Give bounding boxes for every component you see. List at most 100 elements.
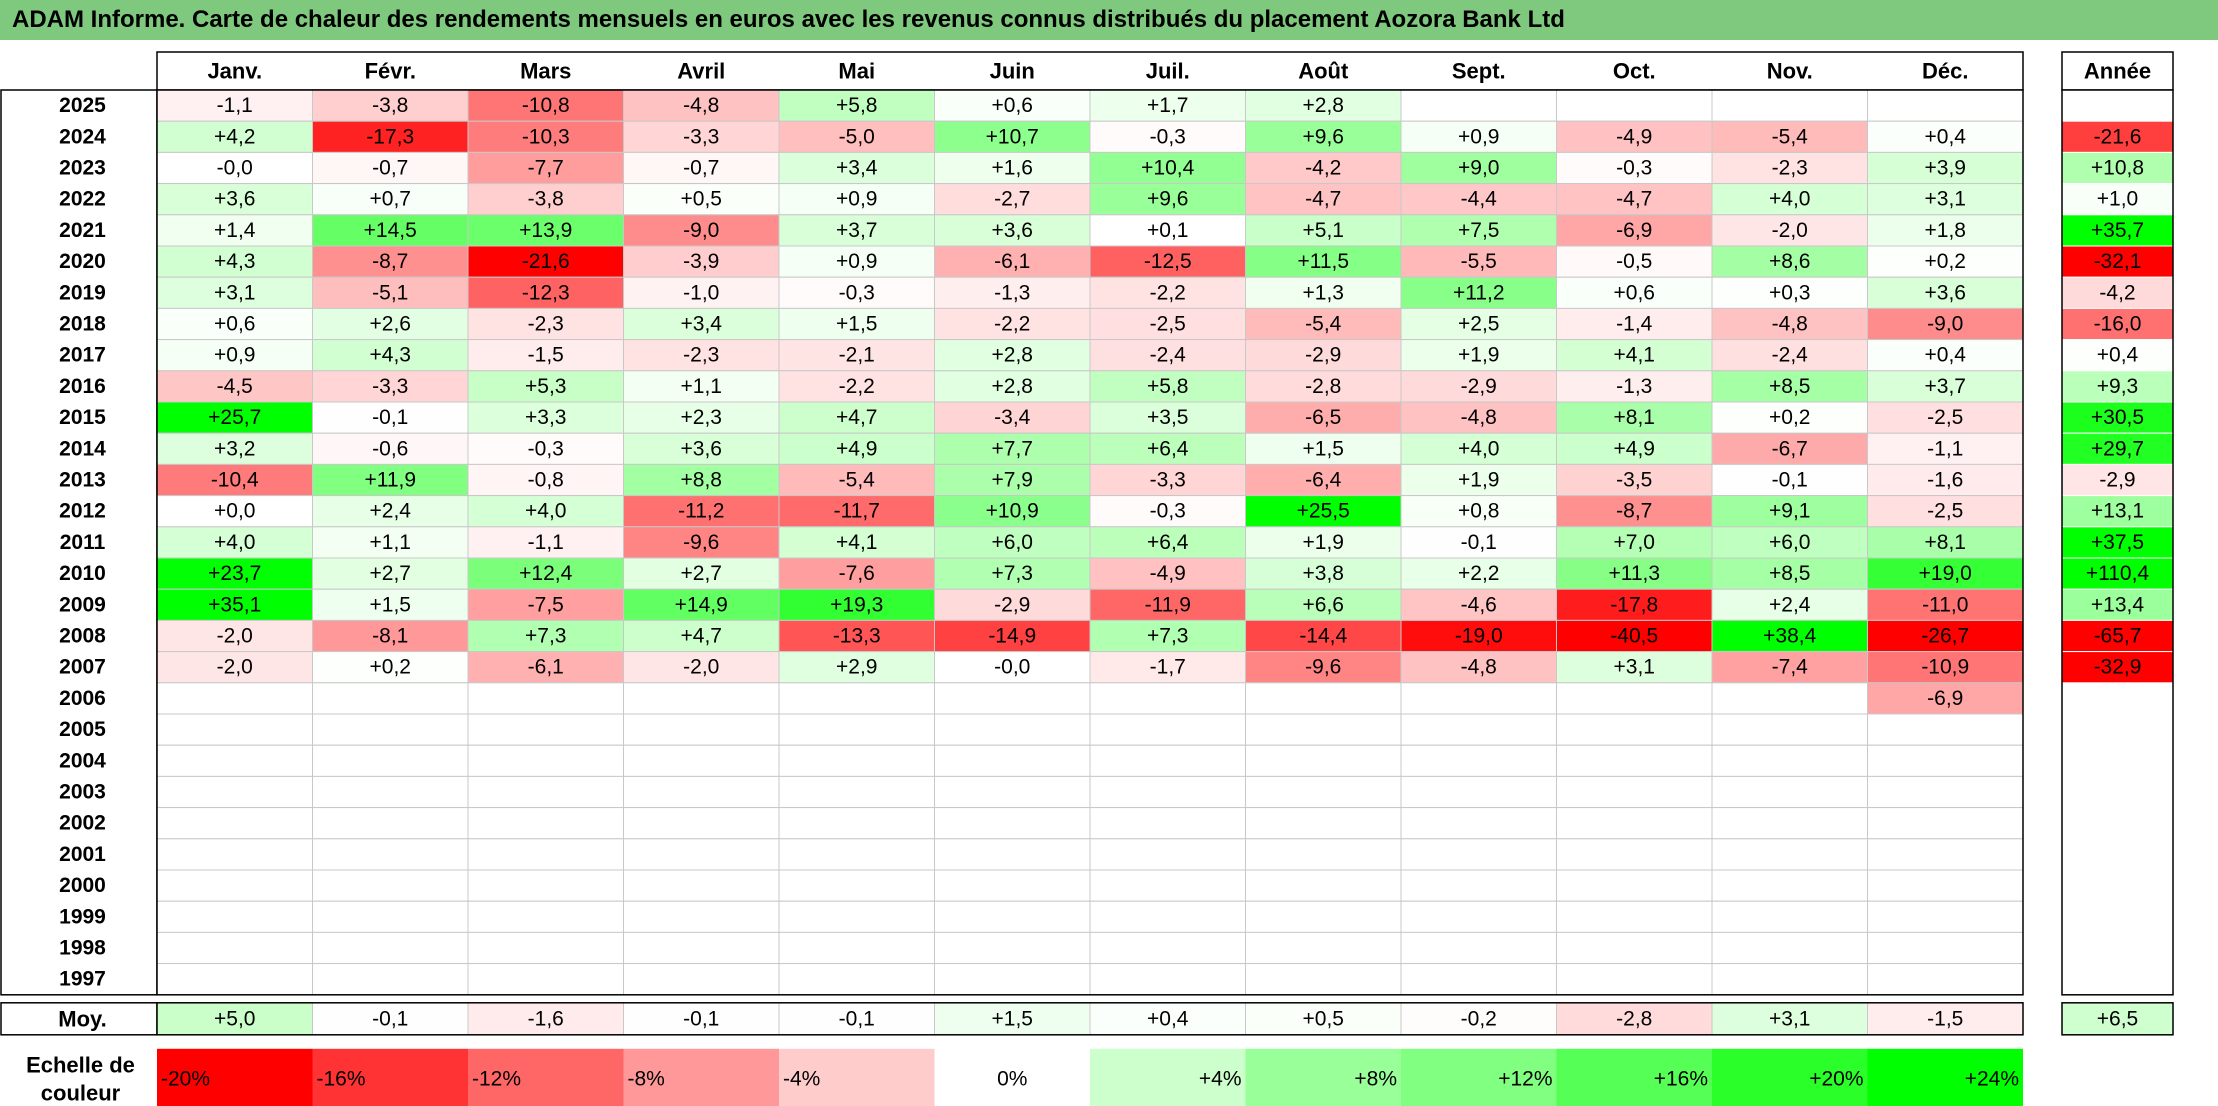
heatmap-cell (1089, 432, 1246, 465)
heatmap-cell (1867, 557, 2024, 590)
heatmap-cell (1089, 151, 1246, 185)
heatmap-cell (312, 463, 469, 497)
annual-value: -4,2 (2099, 281, 2135, 304)
month-header: Août (1298, 59, 1349, 84)
heatmap-cell (934, 526, 1091, 559)
cell-value: -2,9 (994, 593, 1030, 616)
heatmap-cell (623, 183, 780, 216)
heatmap-cell (623, 931, 780, 965)
cell-value: +4,0 (214, 531, 255, 554)
annual-value: +29,7 (2091, 437, 2144, 460)
heatmap-cell (1400, 619, 1557, 653)
average-cell (1400, 1002, 1557, 1036)
heatmap-cell (1867, 89, 2024, 122)
heatmap-cell (1245, 307, 1402, 341)
heatmap-cell (467, 89, 624, 122)
heatmap-cell (1245, 151, 1402, 185)
heatmap-cell (1245, 838, 1402, 871)
cell-value: -1,1 (528, 531, 564, 554)
cell-value: +23,7 (208, 562, 261, 585)
cell-value: +4,1 (1614, 344, 1655, 367)
heatmap-cell (623, 682, 780, 715)
cell-value: -5,5 (1461, 250, 1497, 273)
month-header: Déc. (1922, 59, 1968, 84)
heatmap-cell (1400, 151, 1557, 185)
annual-header: Année (2084, 59, 2151, 84)
heatmap-cell (1556, 775, 1713, 809)
average-annual-cell (2061, 1002, 2174, 1036)
heatmap-cell (156, 495, 313, 528)
heatmap-cell (312, 214, 469, 247)
year-label: 2015 (59, 406, 106, 429)
cell-value: +7,5 (1458, 219, 1499, 242)
heatmap-cell (467, 869, 624, 902)
heatmap-cell (934, 588, 1091, 621)
cell-value: -1,1 (1927, 437, 1963, 460)
heatmap-cell (1400, 89, 1557, 122)
cell-value: +5,8 (836, 94, 877, 117)
heatmap-cell (623, 370, 780, 403)
cell-value: +35,1 (208, 593, 261, 616)
month-header: Juil. (1146, 59, 1190, 84)
heatmap-cell (934, 214, 1091, 247)
cell-value: +1,4 (214, 219, 256, 242)
heatmap-cell (934, 931, 1091, 965)
cell-value: +7,0 (1614, 531, 1655, 554)
year-label: 2023 (59, 157, 106, 180)
cell-value: +25,7 (208, 406, 261, 429)
cell-value: +0,2 (1769, 406, 1810, 429)
heatmap-cell (156, 619, 313, 653)
heatmap-cell (1245, 214, 1402, 247)
annual-cell (2061, 151, 2174, 185)
annual-cell (2062, 870, 2173, 902)
cell-value: -1,0 (683, 281, 719, 304)
heatmap-cell (934, 89, 1091, 122)
heatmap-cell (934, 245, 1091, 278)
heatmap-cell (156, 370, 313, 403)
cell-value: +7,3 (525, 625, 566, 648)
cell-value: +2,2 (1458, 562, 1499, 585)
cell-value: +19,3 (830, 593, 883, 616)
average-label-box (0, 1002, 158, 1036)
heatmap-cell (1867, 495, 2024, 528)
cell-value: -2,2 (1150, 281, 1186, 304)
cell-value: +3,8 (1303, 562, 1344, 585)
annual-cell (2062, 963, 2173, 995)
heatmap-cell (623, 151, 780, 185)
cell-value: +0,9 (836, 250, 877, 273)
color-scale-swatch (1556, 1048, 1712, 1106)
heatmap-cell (1089, 931, 1246, 965)
heatmap-cell (1089, 682, 1246, 715)
color-scale-step-label: +20% (1809, 1067, 1863, 1090)
cell-value: -4,2 (1305, 157, 1341, 180)
heatmap-cell (778, 495, 935, 528)
cell-value: +3,1 (1925, 188, 1966, 211)
color-scale-step-label: +24% (1965, 1067, 2019, 1090)
heatmap-cell (1711, 651, 1868, 684)
heatmap-cell (156, 557, 313, 590)
cell-value: -10,4 (211, 469, 259, 492)
cell-value: -17,8 (1610, 593, 1658, 616)
average-cell (1711, 1002, 1868, 1036)
heatmap-cell (1245, 526, 1402, 559)
average-value: +5,0 (214, 1007, 255, 1030)
cell-value: -8,7 (372, 250, 408, 273)
cell-value: -0,1 (372, 406, 408, 429)
heatmap-cell (934, 807, 1091, 840)
heatmap-cell (778, 432, 935, 465)
annual-cell (2062, 714, 2173, 746)
heatmap-cell (1556, 526, 1713, 559)
cell-value: -7,6 (839, 562, 875, 585)
heatmap-cell (1089, 900, 1246, 933)
cell-value: -3,3 (372, 375, 408, 398)
heatmap-cell (623, 651, 780, 684)
heatmap-cell (778, 307, 935, 341)
annual-value: +35,7 (2091, 219, 2144, 242)
annual-cell (2061, 370, 2174, 403)
heatmap-cell (778, 963, 935, 996)
heatmap-cell (1556, 401, 1713, 434)
annual-cell (2062, 901, 2173, 933)
heatmap-cell (1867, 214, 2024, 247)
annual-value: +0,4 (2097, 344, 2139, 367)
cell-value: -13,3 (833, 625, 881, 648)
